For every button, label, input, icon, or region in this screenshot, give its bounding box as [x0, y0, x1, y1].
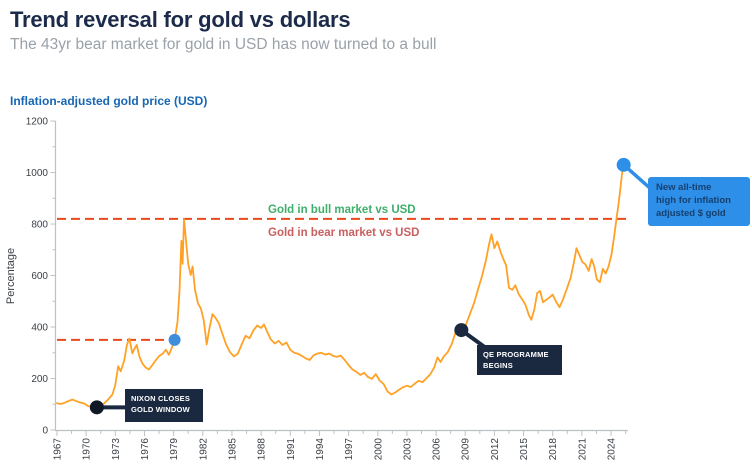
x-tick-label: 2021: [577, 438, 588, 461]
y-tick-label: 400: [31, 323, 48, 334]
y-tick-label: 0: [42, 426, 48, 437]
x-tick-label: 2003: [402, 438, 413, 461]
nixon-annotation-line2: GOLD WINDOW: [131, 405, 190, 415]
x-tick-label: 2015: [519, 438, 530, 461]
x-tick-label: 1985: [227, 438, 238, 461]
page-subtitle: The 43yr bear market for gold in USD has…: [10, 36, 437, 53]
x-tick-label: 1976: [140, 438, 151, 461]
qe-annotation: QE PROGRAMME BEGINS: [477, 345, 562, 375]
y-tick-label: 1200: [26, 117, 49, 128]
qe-annotation-line1: QE PROGRAMME: [483, 350, 549, 359]
nixon-annotation-line1: NIXON CLOSES: [131, 394, 191, 403]
y-tick-label: 1000: [26, 168, 49, 179]
chart-title: Inflation-adjusted gold price (USD): [10, 94, 208, 108]
x-tick-label: 1994: [315, 438, 326, 461]
x-tick-label: 2006: [432, 438, 443, 461]
x-tick-label: 2000: [373, 438, 384, 461]
gold-price-line: [56, 163, 625, 409]
bull-market-label: Gold in bull market vs USD: [268, 204, 416, 216]
qe-marker: [454, 323, 469, 338]
bear-market-label: Gold in bear market vs USD: [268, 227, 420, 239]
new-high-marker: [616, 157, 631, 172]
nixon-marker: [89, 400, 104, 415]
y-tick-label: 800: [31, 220, 48, 231]
new-high-annotation-line1: New all-time: [656, 182, 712, 193]
x-tick-label: 1973: [111, 438, 122, 461]
x-tick-label: 2018: [548, 438, 559, 461]
x-tick-label: 1991: [286, 438, 297, 461]
x-tick-label: 1970: [82, 438, 93, 461]
x-tick-label: 2012: [490, 438, 501, 461]
new-high-annotation: New all-time high for inflation adjusted…: [648, 177, 750, 226]
new-high-annotation-line3: adjusted $ gold: [656, 207, 726, 219]
x-tick-label: 2009: [461, 438, 472, 461]
new-high-annotation-line2: high for inflation: [656, 194, 731, 206]
y-axis-title: Percentage: [5, 248, 17, 304]
x-tick-label: 1967: [53, 438, 64, 461]
x-tick-label: 1982: [198, 438, 209, 461]
x-tick-label: 1997: [344, 438, 355, 461]
page-title: Trend reversal for gold vs dollars: [10, 7, 351, 32]
nixon-annotation: NIXON CLOSES GOLD WINDOW: [125, 389, 203, 422]
x-tick-label: 1988: [257, 438, 268, 461]
gold-1979-marker: [168, 333, 181, 346]
qe-annotation-line2: BEGINS: [483, 361, 513, 371]
y-tick-label: 200: [31, 374, 48, 385]
x-tick-label: 1979: [169, 438, 180, 461]
y-tick-label: 600: [31, 271, 48, 282]
x-tick-label: 2024: [607, 438, 618, 461]
